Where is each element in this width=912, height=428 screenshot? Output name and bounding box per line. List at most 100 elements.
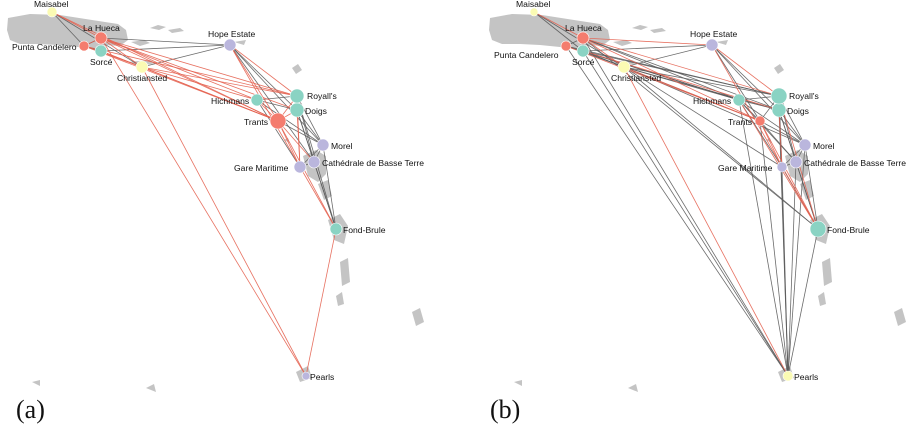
edge-red-doigs-gare-maritime [778, 109, 783, 168]
edge-gray-sorce-hope-estate [100, 44, 231, 52]
label-morel: Morel [331, 141, 353, 151]
node-christiansted [135, 60, 149, 74]
label-hope-estate: Hope Estate [690, 29, 738, 39]
label-punta-candelero: Punta Candelero [12, 42, 77, 52]
edge-red-la-hueca-trants [582, 37, 761, 122]
land-st-lucia [822, 258, 832, 286]
edge-gray-fond-brule-pearls [787, 228, 819, 377]
land-barbados [412, 308, 424, 326]
panel-b-caption: (b) [490, 395, 520, 424]
edge-red-la-hueca-doigs [100, 37, 298, 111]
land-vieques [131, 40, 150, 46]
edge-red-la-hueca-royalls [100, 37, 298, 97]
land-islet-sw [628, 384, 638, 392]
label-gare-maritime: Gare Maritime [234, 163, 289, 173]
site-labels: Maisabel La Hueca Punta Candelero Sorcé Chri… [494, 0, 906, 382]
edge-gray-hichmans-morel [738, 99, 806, 146]
edge-red-fond-brule-pearls [305, 228, 337, 377]
edge-red-christiansted-royalls [141, 66, 298, 97]
label-fond-brule: Fond-Brule [827, 225, 870, 235]
node-morel [798, 138, 812, 152]
node-la-hueca [94, 31, 108, 45]
edge-gray-cathedrale-pearls [787, 161, 797, 377]
edge-red-maisabel-la-hueca [533, 11, 584, 39]
edge-red-trants-fond-brule [277, 120, 337, 230]
edge-red-hope-estate-gare-maritime [229, 44, 301, 168]
land-vieques [613, 40, 632, 46]
label-trants: Trants [728, 117, 752, 127]
node-trants [269, 112, 287, 130]
land-st-vincent [336, 292, 344, 306]
edge-red-sorce-doigs [582, 50, 780, 111]
node-royalls [770, 87, 788, 105]
panel-a: Maisabel La Hueca Punta Candelero Sorcé Chri… [7, 0, 424, 392]
edge-gray-christiansted-gare-maritime [623, 66, 783, 168]
edge-red-la-hueca-christiansted [582, 37, 625, 68]
node-fond-brule [329, 222, 343, 236]
edge-gray-morel-pearls [787, 144, 806, 377]
panel-a-caption: (a) [16, 395, 45, 424]
land-antigua-region [774, 64, 784, 74]
edge-gray-maisabel-sorce [533, 11, 584, 52]
node-christiansted [617, 60, 631, 74]
edge-red-trants-cathedrale [277, 120, 315, 163]
label-cathedrale: Cathédrale de Basse Terre [322, 158, 424, 168]
edge-red-trants-gare-maritime [759, 120, 783, 168]
edge-gray-hichmans-gare-maritime [256, 99, 301, 168]
panel-b: Maisabel La Hueca Punta Candelero Sorcé Chri… [489, 0, 906, 392]
edge-gray-morel-fond-brule [322, 144, 337, 230]
edge-gray-la-hueca-hope-estate [100, 37, 231, 46]
land-islet-sw [146, 384, 156, 392]
node-hichmans [250, 93, 264, 107]
edge-gray-christiansted-royalls [623, 66, 780, 97]
label-gare-maritime: Gare Maritime [718, 163, 773, 173]
label-hope-estate: Hope Estate [208, 29, 256, 39]
node-fond-brule [809, 220, 827, 238]
label-cathedrale: Cathédrale de Basse Terre [804, 158, 906, 168]
edge-gray-cathedrale-fond-brule [313, 161, 337, 230]
node-maisabel [529, 7, 539, 17]
node-punta-candelero [560, 40, 572, 52]
edge-gray-trants-cathedrale [759, 120, 797, 163]
edge-gray-trants-pearls [759, 120, 789, 377]
node-punta-candelero [78, 40, 90, 52]
edge-red-la-hueca-hope-estate [582, 37, 713, 46]
land-anguilla [716, 40, 728, 45]
edge-red-trants-fond-brule [759, 120, 819, 230]
map-land [7, 14, 424, 392]
node-maisabel [46, 6, 58, 18]
node-la-hueca [576, 31, 590, 45]
network-nodes [529, 7, 827, 382]
label-royalls: Royall's [789, 91, 819, 101]
edge-red-la-hueca-royalls [582, 37, 780, 97]
edge-gray-hope-estate-morel [229, 44, 324, 146]
label-sorce: Sorcé [572, 57, 595, 67]
edge-red-hope-estate-royalls [711, 44, 780, 97]
node-hope-estate [705, 38, 719, 52]
edge-red-hope-estate-trants [229, 44, 279, 122]
node-cathedrale [307, 155, 321, 169]
label-trants: Trants [244, 117, 268, 127]
label-sorce: Sorcé [90, 57, 113, 67]
edge-red-hope-estate-fond-brule [711, 44, 819, 230]
label-fond-brule: Fond-Brule [343, 225, 386, 235]
edge-gray-hope-estate-cathedrale [229, 44, 315, 163]
edge-red-gare-maritime-fond-brule [299, 166, 337, 230]
label-hichmans: Hichmans [693, 96, 731, 106]
node-trants [754, 115, 766, 127]
edge-gray-christiansted-fond-brule [623, 66, 819, 230]
edge-red-christiansted-pearls [141, 66, 307, 377]
edge-gray-sorce-pearls [582, 50, 789, 377]
network-nodes [46, 6, 343, 381]
edge-gray-gare-maritime-pearls [781, 166, 789, 377]
map-land [489, 14, 906, 392]
node-pearls [782, 370, 794, 382]
edge-gray-hope-estate-doigs [711, 44, 780, 111]
edge-red-punta-candelero-royalls [83, 45, 298, 97]
label-la-hueca: La Hueca [83, 23, 120, 33]
edge-gray-sorce-hope-estate [582, 44, 713, 52]
land-st-vincent [818, 292, 826, 306]
edge-gray-maisabel-punta-candelero [51, 11, 85, 47]
edge-gray-christiansted-hope-estate [623, 44, 713, 68]
